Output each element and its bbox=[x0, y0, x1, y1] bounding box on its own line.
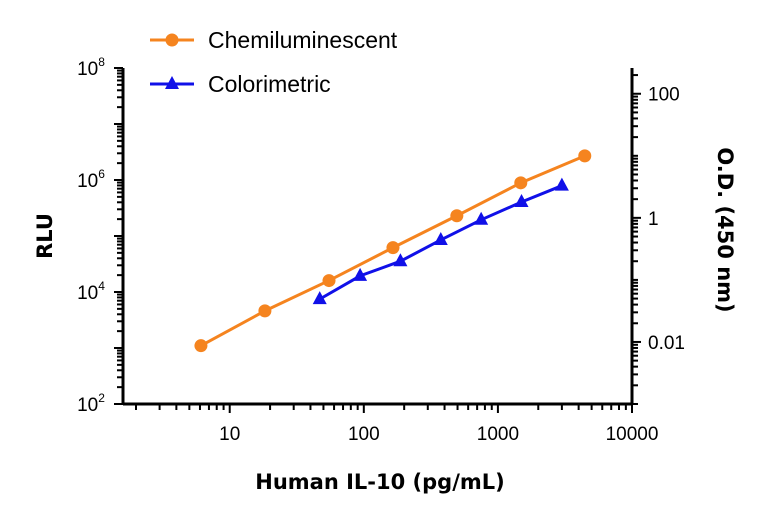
series bbox=[194, 149, 592, 353]
tick-exponent: 2 bbox=[98, 391, 105, 405]
data-point bbox=[578, 149, 592, 163]
legend-label-chemiluminescent: Chemiluminescent bbox=[208, 27, 398, 53]
data-point bbox=[312, 291, 327, 305]
y-right-tick-label: 100 bbox=[648, 85, 680, 106]
x-tick-label: 1000 bbox=[477, 424, 519, 445]
x-tick-label: 10 bbox=[219, 424, 240, 445]
legend-marker-circle-icon bbox=[165, 33, 179, 47]
data-point bbox=[554, 177, 569, 191]
legend-item-colorimetric: Colorimetric bbox=[150, 71, 331, 97]
tick-exponent: 6 bbox=[98, 167, 105, 181]
data-point bbox=[433, 231, 448, 245]
series-chemiluminescent bbox=[194, 149, 592, 353]
series-colorimetric bbox=[312, 177, 569, 305]
legend-item-chemiluminescent: Chemiluminescent bbox=[150, 27, 398, 53]
data-point bbox=[386, 241, 400, 255]
data-point bbox=[322, 274, 336, 288]
x-axis-label: Human IL-10 (pg/mL) bbox=[255, 470, 504, 494]
y-left-tick-label: 102 bbox=[77, 391, 105, 416]
data-point bbox=[514, 194, 529, 208]
x-tick-label: 100 bbox=[348, 424, 380, 445]
y-left-tick-label: 106 bbox=[77, 167, 105, 192]
data-point bbox=[258, 304, 272, 318]
y-right-axis-label: O.D. (450 nm) bbox=[713, 147, 737, 312]
tick-exponent: 8 bbox=[98, 55, 105, 69]
legend: Chemiluminescent Colorimetric bbox=[150, 27, 398, 97]
data-point bbox=[353, 267, 368, 281]
y-left-tick-label: 104 bbox=[77, 279, 105, 304]
y-right-tick-label: 1 bbox=[648, 209, 659, 230]
x-tick-label: 10000 bbox=[606, 424, 659, 445]
tick-exponent: 4 bbox=[98, 279, 105, 293]
legend-label-colorimetric: Colorimetric bbox=[208, 71, 331, 97]
tick-base: 10 bbox=[77, 59, 98, 80]
tick-base: 10 bbox=[77, 283, 98, 304]
tick-base: 10 bbox=[77, 395, 98, 416]
data-point bbox=[393, 253, 408, 267]
y-left-tick-label: 108 bbox=[77, 55, 105, 80]
axes bbox=[121, 68, 634, 406]
y-right-tick-label: 0.01 bbox=[648, 333, 685, 354]
data-point bbox=[194, 339, 208, 353]
data-point bbox=[474, 211, 489, 225]
y-left-axis-label: RLU bbox=[33, 213, 57, 259]
tick-base: 10 bbox=[77, 171, 98, 192]
legend-marker-triangle-icon bbox=[165, 76, 179, 89]
data-point bbox=[450, 209, 464, 223]
data-point bbox=[514, 176, 528, 190]
